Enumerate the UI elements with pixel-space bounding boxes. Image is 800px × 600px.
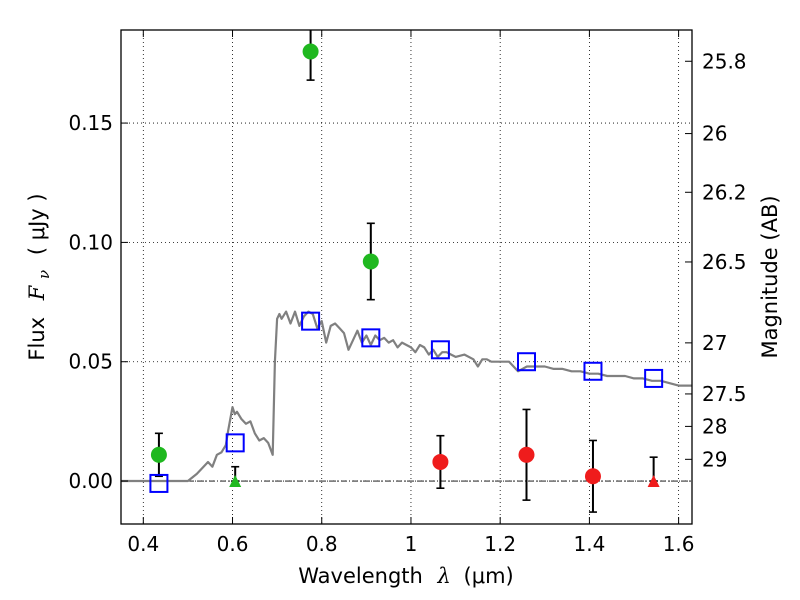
red-circle-point [518,446,535,463]
red-circle-point [432,453,449,470]
mag-tick-label: 26 [702,122,727,146]
mag-tick-label: 27 [702,331,727,355]
mag-tick-label: 25.8 [702,49,747,73]
y-tick-label: 0.05 [68,350,113,374]
green-circle-point [362,253,379,270]
y-tick-label: 0.00 [68,469,113,493]
model-square-point [583,361,603,381]
y-axis-title-symbol: F [25,284,49,301]
green-circle-point [302,43,319,60]
model-square-point [301,311,321,331]
x-tick-label: 1 [405,532,418,556]
model-square-point [225,433,245,453]
grid-lines [121,30,692,524]
model-spectrum-line [121,310,692,483]
x-tick-label: 1.6 [663,532,695,556]
green-circle-point [150,446,167,463]
mag-tick-label: 26.5 [702,250,747,274]
x-tick-label: 0.6 [217,532,249,556]
model-square-point [644,368,664,388]
red-circle-point [584,468,601,485]
axis-ticks [121,30,692,524]
y-axis-title-text: Flux [25,317,49,361]
x-axis-title: Wavelength λ (μm) [298,564,513,588]
model-square-point [516,352,536,372]
y-tick-label: 0.10 [68,230,113,254]
x-axis-title-symbol: λ [437,564,451,588]
mag-tick-label: 27.5 [702,382,747,406]
plot-content [121,30,692,513]
tick-labels: 0.4 0.6 0.8 1 1.2 1.4 1.6 0.00 0.05 0.10 0.15 25.8 2… [68,49,746,556]
y-axis-title-unit: ( μJy ) [25,193,49,255]
y-axis-title: Flux F ν ( μJy ) [25,193,54,360]
model-square-point [149,473,169,493]
x-tick-label: 0.4 [127,532,159,556]
mag-tick-label: 29 [702,447,727,471]
y-axis-title-subscript: ν [35,270,53,279]
x-tick-label: 1.4 [573,532,605,556]
y2-axis-title: Magnitude (AB) [758,195,782,358]
mag-tick-label: 28 [702,414,727,438]
red-triangle-point [647,475,660,488]
y-tick-label: 0.15 [68,111,113,135]
x-axis-title-text: Wavelength [298,564,423,588]
x-tick-label: 1.2 [484,532,516,556]
x-axis-title-unit: (μm) [464,564,514,588]
mag-tick-label: 26.2 [702,180,747,204]
model-square-point [430,340,450,360]
x-tick-label: 0.8 [306,532,338,556]
model-square-point [361,328,381,348]
plot-frame [120,29,693,525]
green-triangle-point [229,475,242,488]
